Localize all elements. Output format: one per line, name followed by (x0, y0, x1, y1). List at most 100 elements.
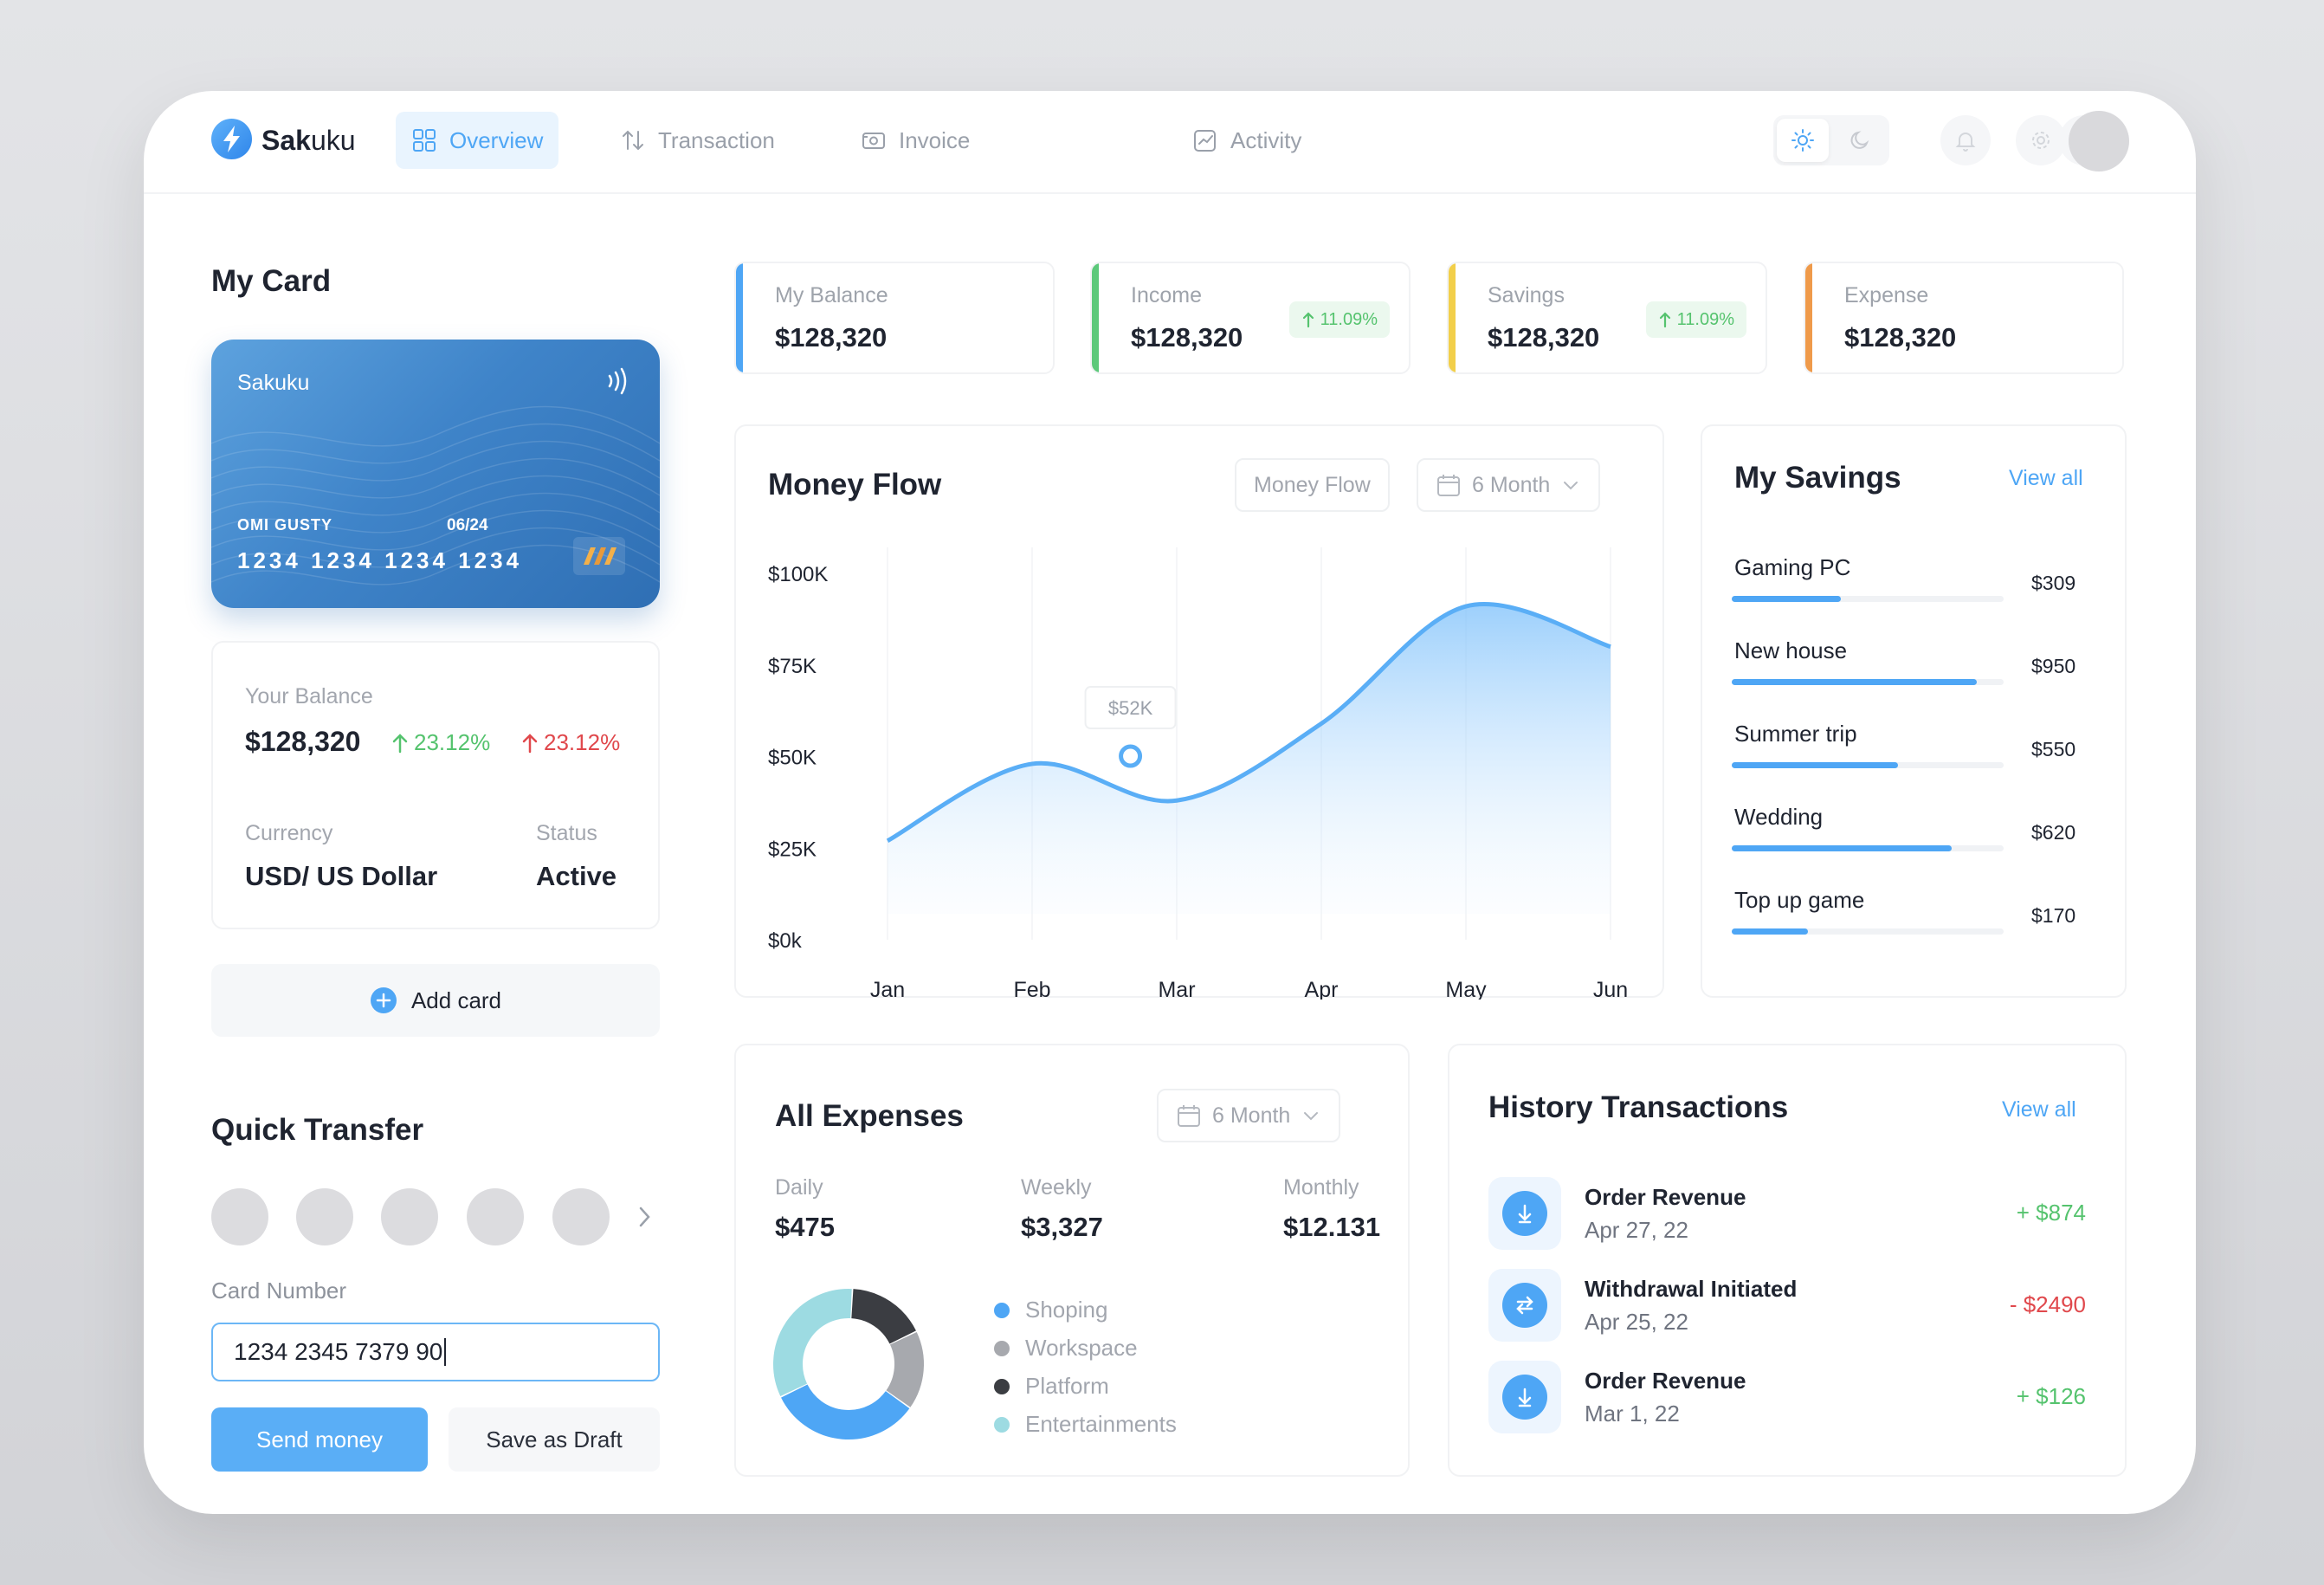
my-card-title: My Card (211, 264, 332, 298)
stat-value: $128,320 (1488, 322, 1600, 353)
chart-series-line (886, 602, 1611, 843)
stat-card-savings[interactable]: Savings $128,320 11.09% (1447, 262, 1767, 374)
contact-avatar[interactable] (296, 1188, 353, 1245)
stat-value: $128,320 (1844, 322, 1957, 353)
expenses-donut-chart (773, 1289, 924, 1439)
saving-progress-bar (1732, 679, 2004, 685)
credit-card[interactable]: Sakuku OMI GUSTY 06/24 1234 1234 1234 12… (211, 340, 660, 608)
legend-dot (994, 1416, 1010, 1433)
legend-dot (994, 1340, 1010, 1356)
weekly-label: Weekly (1021, 1175, 1092, 1200)
monthly-label: Monthly (1283, 1175, 1359, 1200)
transaction-date: Apr 25, 22 (1585, 1309, 1688, 1335)
saving-progress-bar (1732, 928, 2004, 935)
plus-circle-icon (370, 987, 397, 1013)
contactless-icon (608, 367, 627, 395)
arrow-up-icon (1302, 312, 1314, 328)
y-tick-label: $25K (768, 838, 817, 861)
send-money-button[interactable]: Send money (211, 1407, 428, 1472)
stat-value: $128,320 (1131, 322, 1243, 353)
stat-change-badge: 11.09% (1288, 301, 1390, 338)
x-tick-label: Apr (1305, 978, 1339, 1000)
arrow-up-icon (1659, 312, 1670, 328)
legend-label: Platform (1025, 1373, 1109, 1399)
transaction-title: Order Revenue (1585, 1184, 1746, 1210)
contact-avatar[interactable] (552, 1188, 610, 1245)
save-draft-button[interactable]: Save as Draft (449, 1407, 660, 1472)
stat-card-balance[interactable]: My Balance $128,320 (734, 262, 1055, 374)
nav-overview[interactable]: Overview (396, 112, 559, 169)
savings-view-all-link[interactable]: View all (2009, 466, 2083, 490)
stat-card-expense[interactable]: Expense $128,320 (1804, 262, 2124, 374)
app-logo[interactable]: Sakuku (261, 125, 356, 156)
chart-highlight-point[interactable] (1119, 744, 1143, 768)
add-card-button[interactable]: Add card (211, 964, 660, 1037)
saving-item-name: New house (1734, 637, 1848, 663)
y-tick-label: $100K (768, 563, 828, 586)
legend-item: Platform (994, 1373, 1109, 1400)
balance-details-card: Your Balance $128,320 23.12% 23.12% Curr… (211, 641, 660, 929)
card-number-label: Card Number (211, 1278, 347, 1304)
history-title: History Transactions (1488, 1090, 1789, 1124)
expenses-period-select[interactable]: 6 Month (1157, 1089, 1341, 1142)
currency-label: Currency (245, 821, 333, 845)
chart-area-fill (888, 604, 1611, 914)
transaction-title: Withdrawal Initiated (1585, 1276, 1798, 1302)
legend-item: Shoping (994, 1297, 1107, 1323)
donut-slice (850, 1289, 916, 1345)
money-flow-period-select[interactable]: 6 Month (1417, 458, 1601, 512)
calendar-icon (1437, 475, 1460, 496)
history-transactions-panel: History Transactions View all Order Reve… (1448, 1044, 2127, 1477)
card-number-input[interactable]: 1234 2345 7379 90 (211, 1323, 660, 1381)
activity-icon (1194, 130, 1216, 152)
legend-item: Workspace (994, 1335, 1138, 1362)
stat-card-income[interactable]: Income $128,320 11.09% (1090, 262, 1411, 374)
money-flow-title: Money Flow (768, 468, 942, 501)
settings-button[interactable] (2016, 115, 2066, 165)
stat-label: My Balance (775, 283, 888, 307)
x-tick-label: Jan (870, 978, 905, 1000)
my-savings-title: My Savings (1734, 461, 1901, 495)
card-brand: Sakuku (237, 371, 310, 395)
legend-label: Workspace (1025, 1335, 1138, 1361)
saving-progress-fill (1732, 596, 1841, 602)
download-icon (1488, 1177, 1561, 1250)
saving-progress-fill (1732, 928, 1808, 935)
contact-avatar[interactable] (381, 1188, 438, 1245)
saving-item-name: Summer trip (1734, 721, 1857, 747)
money-flow-filter[interactable]: Money Flow (1235, 458, 1390, 512)
x-tick-label: Mar (1158, 978, 1195, 1000)
saving-item-name: Gaming PC (1734, 554, 1851, 580)
light-mode-button[interactable] (1777, 119, 1829, 162)
arrows-updown-icon (623, 130, 643, 151)
stat-change-badge: 11.09% (1645, 301, 1746, 338)
card-expiry: 06/24 (447, 516, 488, 534)
history-view-all-link[interactable]: View all (2002, 1097, 2076, 1122)
user-avatar[interactable] (2069, 111, 2129, 171)
chevron-right-icon[interactable] (634, 1203, 655, 1231)
logo-bolt-icon (211, 119, 252, 159)
saving-progress-bar (1732, 845, 2004, 851)
saving-item-amount: $950 (2031, 655, 2076, 677)
saving-item-amount: $170 (2031, 904, 2076, 927)
saving-progress-fill (1732, 762, 1898, 768)
notifications-button[interactable] (1940, 115, 1991, 165)
stat-accent-bar (1449, 263, 1456, 372)
nav-invoice[interactable]: Invoice (845, 112, 985, 169)
x-tick-label: Feb (1013, 978, 1050, 1000)
transaction-date: Apr 27, 22 (1585, 1217, 1688, 1243)
legend-label: Shoping (1025, 1297, 1108, 1323)
theme-toggle[interactable] (1773, 115, 1889, 165)
contact-avatar[interactable] (211, 1188, 268, 1245)
dashboard-window: Sakuku Overview Transaction Invoice Acti… (144, 91, 2196, 1514)
saving-item-name: Wedding (1734, 804, 1824, 830)
x-tick-label: Jun (1593, 978, 1628, 1000)
money-flow-panel: Money Flow Money Flow 6 Month $0k $25K $50… (734, 424, 1664, 1000)
contact-avatar[interactable] (467, 1188, 524, 1245)
nav-transaction[interactable]: Transaction (604, 112, 791, 169)
dark-mode-button[interactable] (1834, 119, 1886, 162)
legend-label: Entertainments (1025, 1411, 1177, 1437)
status-value: Active (536, 861, 617, 891)
nav-activity[interactable]: Activity (1177, 112, 1317, 169)
stat-label: Income (1131, 283, 1202, 307)
